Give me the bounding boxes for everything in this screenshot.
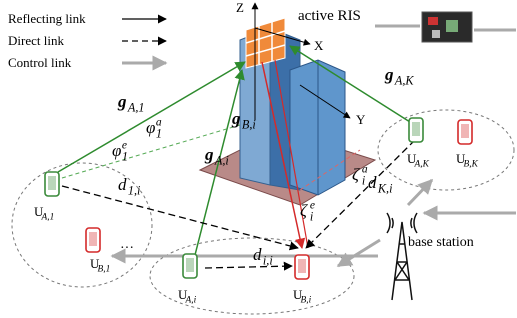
phone-screen <box>89 232 97 246</box>
chip <box>428 17 438 25</box>
cluster <box>12 163 152 287</box>
symbol-sub: A,1 <box>41 212 55 222</box>
phone-screen <box>412 122 420 136</box>
symbol-sub: B,K <box>464 159 479 169</box>
symbol-main: g <box>231 109 241 128</box>
symbol-main: φ <box>146 118 155 137</box>
legend-label: Reflecting link <box>8 11 86 26</box>
symbol-sub: 1 <box>122 149 128 163</box>
symbol-main: g <box>384 65 394 84</box>
symbol-main: d <box>253 245 262 264</box>
phone-screen <box>48 176 56 190</box>
symbol-sub: i <box>362 173 366 187</box>
symbol-main: d <box>368 173 377 192</box>
symbol-main: ζ <box>300 201 308 220</box>
phone-screen <box>461 124 469 138</box>
symbol-sub: 1,i <box>128 183 141 197</box>
symbol-sub: B,i <box>301 295 312 305</box>
cluster <box>150 238 354 314</box>
chip <box>446 20 458 32</box>
system-diagram: Reflecting link Direct link Control link… <box>0 0 517 318</box>
phone-screen <box>186 258 194 272</box>
direct-link <box>205 266 292 268</box>
symbol-sub: A,K <box>414 159 430 169</box>
symbol-sub: B,i <box>242 117 257 131</box>
axis-label: Y <box>356 112 366 127</box>
symbol-sub: 1 <box>156 126 162 140</box>
symbol-sub: A,i <box>185 295 197 305</box>
symbol-sub: A,1 <box>127 100 145 114</box>
axis-label: Z <box>236 0 244 15</box>
legend-label: Control link <box>8 55 72 70</box>
phone-screen <box>298 259 306 273</box>
symbol-sub: i,i <box>263 253 273 267</box>
symbol-main: g <box>204 145 214 164</box>
control-link <box>338 240 380 266</box>
control-link <box>408 180 432 205</box>
symbol-sub: A,K <box>394 73 415 87</box>
symbol-main: ζ <box>352 165 360 184</box>
symbol-sub: K,i <box>377 181 393 195</box>
symbol-main: d <box>118 175 127 194</box>
base-station-label: base station <box>408 235 474 250</box>
legend-label: Direct link <box>8 33 64 48</box>
symbol-sub: B,1 <box>98 264 111 274</box>
chip <box>432 30 440 38</box>
ris-label: active RIS <box>298 8 361 24</box>
base-station-tower <box>387 213 417 300</box>
cluster <box>378 110 514 190</box>
symbol-sub: i <box>310 209 314 223</box>
symbol-main: φ <box>112 141 121 160</box>
symbol-sub: A,i <box>214 153 230 167</box>
axis-label: X <box>314 38 324 53</box>
ellipsis: ··· <box>120 241 134 256</box>
symbol-main: g <box>117 92 127 111</box>
